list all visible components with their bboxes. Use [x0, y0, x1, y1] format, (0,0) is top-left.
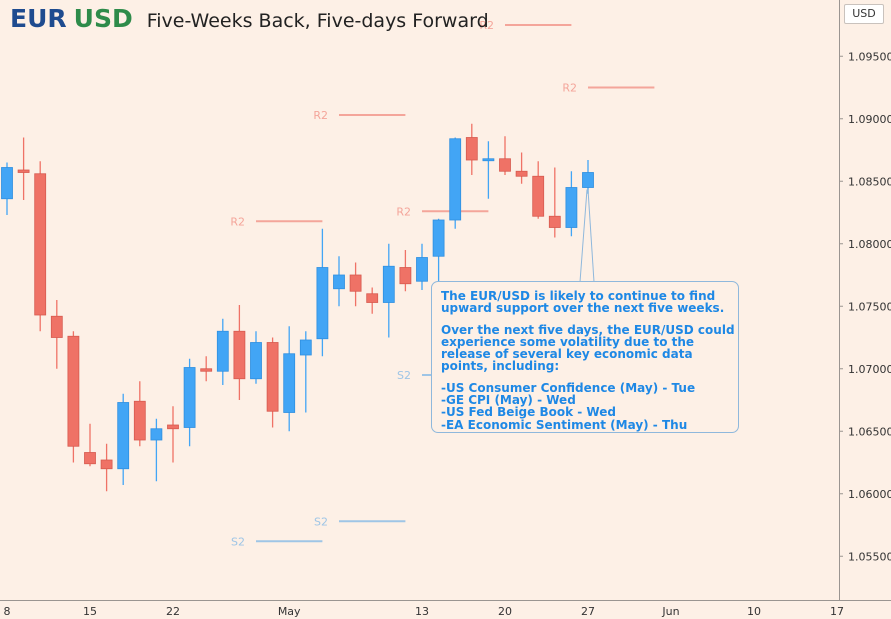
- candle-up: [432, 219, 445, 257]
- candle-up: [299, 339, 312, 356]
- candle-up: [449, 138, 462, 221]
- resistance-level-label: R2: [479, 19, 494, 32]
- candle-down: [366, 293, 379, 303]
- candle-up: [216, 330, 229, 372]
- candle-up: [333, 274, 345, 290]
- resistance-level-label: R2: [313, 109, 328, 122]
- candle-down: [50, 315, 63, 338]
- quote-currency: USD: [73, 4, 133, 33]
- support-level-label: S2: [231, 535, 245, 548]
- callout-pointer: [579, 189, 594, 283]
- callout-item: -EA Economic Sentiment (May) - Thu: [441, 417, 688, 432]
- candle-up: [565, 187, 578, 228]
- y-tick-label: 1.06500: [848, 425, 891, 438]
- callout-item: -US Consumer Confidence (May) - Tue: [441, 380, 696, 395]
- candle-down: [465, 137, 478, 161]
- x-tick-label: 27: [581, 605, 595, 618]
- candle-down: [266, 342, 279, 412]
- callout-item: -GE CPI (May) - Wed: [441, 393, 576, 408]
- candle-up: [582, 172, 594, 188]
- resistance-level-label: R2: [562, 82, 577, 95]
- candle-down: [515, 170, 528, 177]
- y-tick-label: 1.06000: [848, 488, 891, 501]
- forecast-callout: The EUR/USD is likely to continue to fin…: [431, 281, 739, 433]
- candle-down: [200, 368, 213, 372]
- resistance-level-label: R2: [396, 205, 411, 218]
- candle-down: [167, 424, 179, 430]
- chart-title: EUR USD Five-Weeks Back, Five-days Forwa…: [10, 4, 489, 33]
- candle-down: [84, 452, 96, 465]
- x-tick-label: May: [278, 605, 301, 618]
- candle-down: [349, 274, 362, 292]
- y-tick-label: 1.09500: [848, 50, 891, 63]
- candle-down: [532, 175, 545, 217]
- candle-up: [482, 158, 495, 162]
- resistance-level-label: R2: [230, 215, 245, 228]
- y-tick-label: 1.07000: [848, 363, 891, 376]
- y-tick-label: 1.09000: [848, 113, 891, 126]
- x-tick-label: 13: [415, 605, 429, 618]
- candle-down: [499, 158, 511, 172]
- callout-pointer-edge: [587, 189, 595, 283]
- candle-up: [316, 267, 329, 340]
- x-tick-label: 20: [498, 605, 512, 618]
- candle-down: [233, 330, 246, 380]
- candle-down: [67, 335, 80, 447]
- candle-down: [34, 173, 47, 316]
- candle-down: [548, 215, 561, 228]
- support-level-label: S2: [314, 515, 328, 528]
- candle-up: [117, 402, 130, 470]
- candle-up: [283, 353, 296, 413]
- support-level-label: S2: [397, 369, 411, 382]
- candle-up: [250, 342, 262, 380]
- y-tick-label: 1.05500: [848, 550, 891, 563]
- callout-para-2: Over the next five days, the EUR/USD cou…: [441, 322, 735, 374]
- y-tick-label: 1.08000: [848, 238, 891, 251]
- y-tick-label: 1.08500: [848, 175, 891, 188]
- currency-selector[interactable]: USD: [844, 4, 884, 24]
- candle-down: [17, 169, 30, 173]
- callout-item: -US Fed Beige Book - Wed: [441, 405, 616, 420]
- x-tick-label: 10: [747, 605, 761, 618]
- x-tick-label: 17: [830, 605, 844, 618]
- callout-para-1: The EUR/USD is likely to continue to fin…: [441, 289, 725, 316]
- chart-subtitle: Five-Weeks Back, Five-days Forward: [146, 10, 489, 32]
- candle-down: [399, 267, 412, 285]
- candle-up: [183, 367, 196, 428]
- y-tick-label: 1.07500: [848, 300, 891, 313]
- candle-up: [416, 257, 428, 282]
- base-currency: EUR: [10, 4, 67, 33]
- x-tick-label: 8: [4, 605, 11, 618]
- candle-down: [133, 400, 146, 441]
- candle-down: [100, 459, 113, 470]
- candle-up: [1, 167, 13, 200]
- candle-up: [382, 265, 395, 303]
- x-tick-label: Jun: [661, 605, 679, 618]
- x-tick-label: 22: [166, 605, 180, 618]
- candle-up: [150, 428, 163, 441]
- x-tick-label: 15: [83, 605, 97, 618]
